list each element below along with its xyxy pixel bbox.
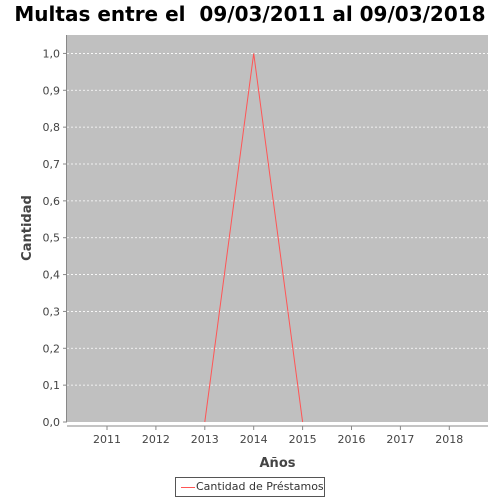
y-tick-label: 0,6 (43, 195, 61, 208)
x-tick-label: 2018 (435, 433, 463, 446)
y-tick-label: 0,9 (43, 84, 61, 97)
x-tick-label: 2011 (93, 433, 121, 446)
legend-label: Cantidad de Préstamos (196, 480, 324, 493)
axis-lines (66, 35, 488, 427)
legend-swatch (181, 487, 195, 488)
y-tick-label: 0,0 (43, 416, 61, 429)
x-tick-label: 2014 (240, 433, 268, 446)
series-line (204, 53, 304, 423)
x-axis: 2011 2012 2013 2014 2015 2016 2017 2018 (93, 426, 463, 446)
series-group (204, 53, 304, 423)
x-tick-label: 2013 (191, 433, 219, 446)
y-tick-label: 0,4 (43, 269, 61, 282)
y-tick-label: 0,5 (43, 232, 61, 245)
x-tick-label: 2017 (386, 433, 414, 446)
x-tick-label: 2016 (338, 433, 366, 446)
y-tick-label: 0,8 (43, 121, 61, 134)
y-axis: 0,0 0,1 0,2 0,3 0,4 0,5 0,6 0,7 0,8 0,9 1,0 (43, 47, 67, 429)
y-tick-label: 0,7 (43, 158, 61, 171)
x-tick-label: 2012 (142, 433, 170, 446)
y-tick-label: 0,1 (43, 379, 61, 392)
x-axis-title: Años (260, 456, 296, 471)
chart-title: Multas entre el 09/03/2011 al 09/03/2018 (14, 2, 486, 26)
y-tick-label: 1,0 (43, 47, 61, 60)
legend: Cantidad de Préstamos (175, 477, 325, 497)
y-tick-label: 0,2 (43, 342, 61, 355)
y-axis-title: Cantidad (20, 195, 35, 261)
x-tick-label: 2015 (289, 433, 317, 446)
y-tick-label: 0,3 (43, 305, 61, 318)
plot-area (67, 35, 488, 422)
